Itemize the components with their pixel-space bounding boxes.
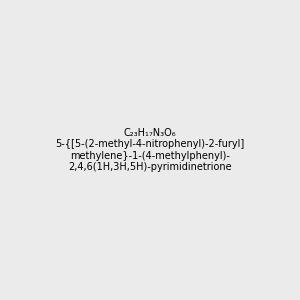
Text: C₂₃H₁₇N₃O₆
5-{[5-(2-methyl-4-nitrophenyl)-2-furyl]
methylene}-1-(4-methylphenyl): C₂₃H₁₇N₃O₆ 5-{[5-(2-methyl-4-nitrophenyl… (56, 128, 244, 172)
